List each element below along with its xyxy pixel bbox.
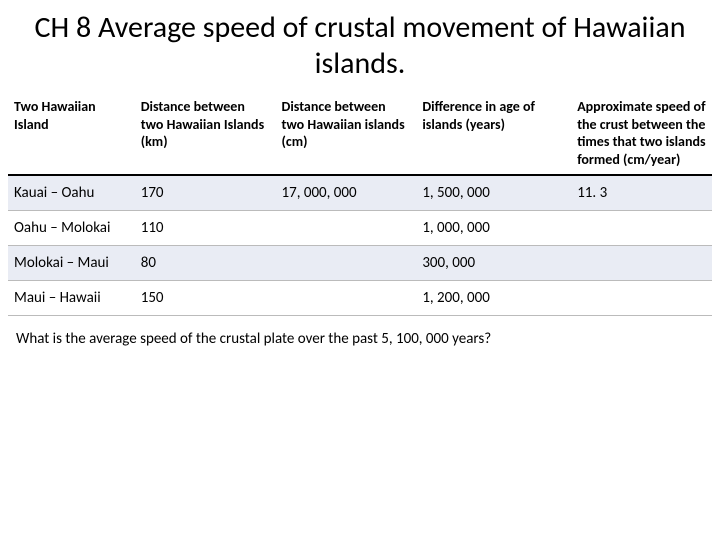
col-header-distance-km: Distance between two Hawaiian Islands (k…: [135, 92, 276, 175]
cell-distance-km: 150: [135, 281, 276, 316]
page-title: CH 8 Average speed of crustal movement o…: [0, 0, 720, 92]
table-container: Two Hawaiian Island Distance between two…: [0, 92, 720, 316]
col-header-two-island: Two Hawaiian Island: [8, 92, 135, 175]
table-row: Kauai – Oahu 170 17, 000, 000 1, 500, 00…: [8, 175, 712, 211]
table-header-row: Two Hawaiian Island Distance between two…: [8, 92, 712, 175]
cell-islands: Kauai – Oahu: [8, 175, 135, 211]
cell-age-diff: 1, 200, 000: [416, 281, 571, 316]
cell-distance-cm: 17, 000, 000: [276, 175, 417, 211]
cell-speed: [571, 281, 712, 316]
cell-distance-km: 170: [135, 175, 276, 211]
cell-age-diff: 1, 000, 000: [416, 211, 571, 246]
cell-distance-cm: [276, 246, 417, 281]
cell-speed: [571, 211, 712, 246]
cell-age-diff: 1, 500, 000: [416, 175, 571, 211]
col-header-speed: Approximate speed of the crust between t…: [571, 92, 712, 175]
question-text: What is the average speed of the crustal…: [0, 316, 720, 348]
cell-islands: Oahu – Molokai: [8, 211, 135, 246]
cell-distance-cm: [276, 211, 417, 246]
cell-age-diff: 300, 000: [416, 246, 571, 281]
cell-speed: 11. 3: [571, 175, 712, 211]
table-row: Molokai – Maui 80 300, 000: [8, 246, 712, 281]
cell-islands: Maui – Hawaii: [8, 281, 135, 316]
col-header-age-diff: Difference in age of islands (years): [416, 92, 571, 175]
cell-distance-cm: [276, 281, 417, 316]
table-row: Oahu – Molokai 110 1, 000, 000: [8, 211, 712, 246]
islands-table: Two Hawaiian Island Distance between two…: [8, 92, 712, 316]
table-row: Maui – Hawaii 150 1, 200, 000: [8, 281, 712, 316]
cell-speed: [571, 246, 712, 281]
cell-distance-km: 110: [135, 211, 276, 246]
cell-distance-km: 80: [135, 246, 276, 281]
cell-islands: Molokai – Maui: [8, 246, 135, 281]
col-header-distance-cm: Distance between two Hawaiian islands (c…: [276, 92, 417, 175]
